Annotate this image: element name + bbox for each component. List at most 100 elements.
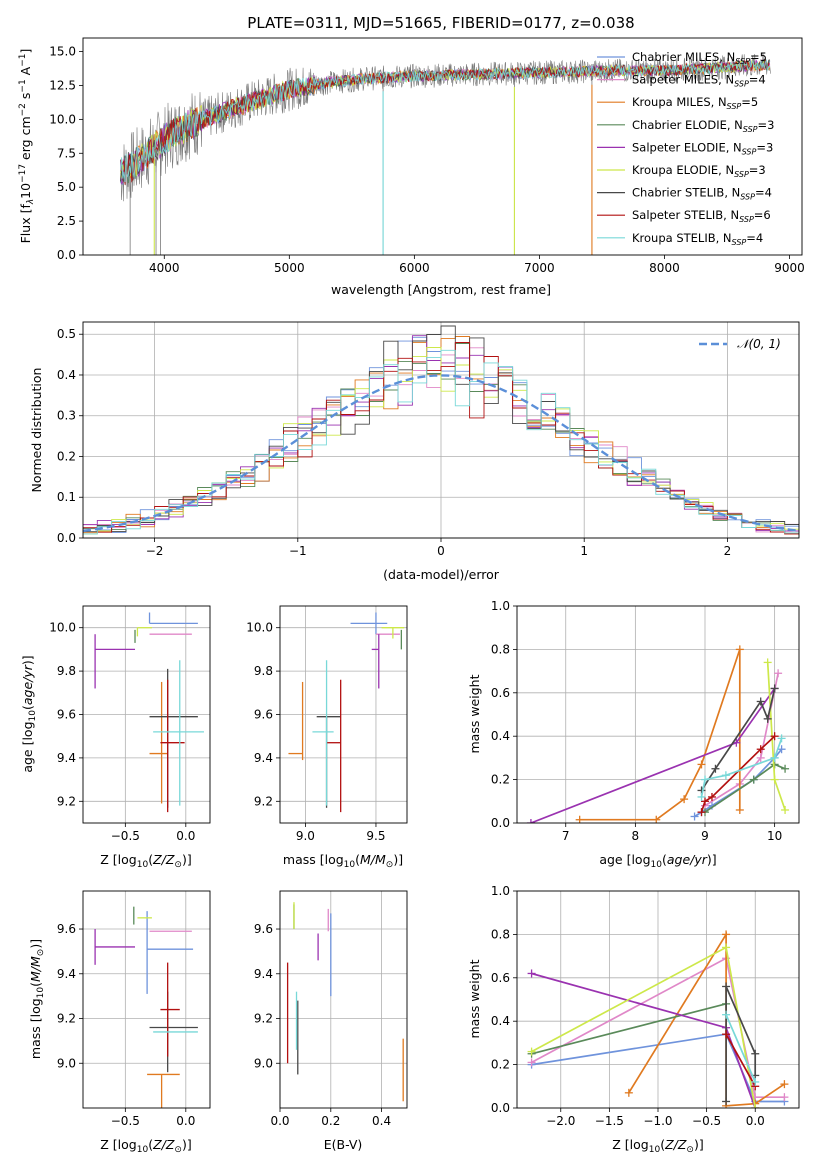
y-tick-label: 0.0 xyxy=(57,248,76,262)
label-part: ⊙ xyxy=(174,1145,182,1155)
axes-frame xyxy=(82,890,211,1109)
weight-line xyxy=(531,1002,727,1055)
label-part: )] xyxy=(393,852,403,867)
label-part: Kroupa MILES, N xyxy=(632,95,727,109)
weight-series-kroupa-stelib xyxy=(722,1010,760,1086)
weight-line xyxy=(725,986,757,1102)
legend-label-normal: 𝒩(0, 1) xyxy=(737,337,781,351)
y-tick-label: 1.0 xyxy=(491,599,510,613)
plot-area xyxy=(83,325,799,538)
errorbar-salpeter-stelib xyxy=(160,962,180,1057)
x-axis-label: Z [log10(Z/Z⊙)] xyxy=(100,852,191,870)
legend-label-salpeter-stelib: Salpeter STELIB, NSSP=6 xyxy=(632,208,771,224)
label-part: A xyxy=(18,66,33,79)
label-part: 10 xyxy=(36,987,46,999)
weight-vs-metallicity-plot: −2.0 −1.5 −1.0 −0.5 0.0 0.0 0.2 0.4 0.6 0.8 1.0 Z [… xyxy=(467,884,800,1155)
label-part: Z/Z xyxy=(664,1137,687,1152)
label-part: 10 xyxy=(651,860,663,870)
y-tick-label: 0.0 xyxy=(491,1101,510,1115)
y-tick-label: 9.2 xyxy=(254,794,273,808)
label-part: =4 xyxy=(755,186,772,200)
weight-line xyxy=(725,1033,756,1087)
y-tick-label: 12.5 xyxy=(49,78,76,92)
label-part: Flux [f xyxy=(18,204,33,244)
y-tick-label: 9.0 xyxy=(254,1056,273,1070)
model-spectrum-kroupa-stelib xyxy=(120,58,770,183)
label-part: 10 xyxy=(28,710,38,722)
label-part: =5 xyxy=(750,50,767,64)
histogram-kroupa-stelib xyxy=(83,349,799,538)
label-part: ( xyxy=(355,852,360,867)
label-part: ( xyxy=(660,1137,665,1152)
label-part: SSP xyxy=(739,215,754,224)
mass-vs-ebv-plot: 0.0 0.2 0.4 9.0 9.2 9.4 9.6 E(B-V) xyxy=(254,890,408,1152)
label-part: Z [log xyxy=(612,1137,648,1152)
errorbar-kroupa-miles xyxy=(147,1073,180,1108)
label-part: Chabrier STELIB, N xyxy=(632,186,740,200)
errorbar-salpeter-elodie xyxy=(371,634,380,689)
x-tick-label: −2.0 xyxy=(546,1114,575,1128)
label-part: )] xyxy=(28,939,43,949)
label-part: =4 xyxy=(749,73,766,87)
x-tick-label: 9.5 xyxy=(366,829,385,843)
figure-title: PLATE=0311, MJD=51665, FIBERID=0177, z=0… xyxy=(247,14,634,32)
label-part: =4 xyxy=(746,231,763,245)
errorbar-kroupa-miles xyxy=(288,681,304,761)
y-tick-label: 0.0 xyxy=(57,531,76,545)
x-tick-label: 0.2 xyxy=(321,1114,340,1128)
errorbar-chabrier-miles xyxy=(146,911,194,994)
y-tick-label: 0.5 xyxy=(57,327,76,341)
legend-label-chabrier-elodie: Chabrier ELODIE, NSSP=3 xyxy=(632,118,774,134)
errorbar-salpeter-elodie xyxy=(94,634,136,689)
y-tick-label: 0.4 xyxy=(491,729,510,743)
label-part: SSP xyxy=(732,238,747,247)
label-part: −1 xyxy=(18,54,28,67)
weight-series-kroupa-miles xyxy=(624,930,789,1108)
label-part: s xyxy=(18,93,33,104)
label-part: =3 xyxy=(756,140,773,154)
errorbar-chabrier-stelib xyxy=(316,716,341,808)
x-axis-label: wavelength [Angstrom, rest frame] xyxy=(331,282,551,297)
label-part: ( xyxy=(662,852,667,867)
x-tick-label: 9 xyxy=(701,829,709,843)
label-part: Z [log xyxy=(100,1137,136,1152)
weight-series-kroupa-elodie xyxy=(527,943,760,1108)
weight-series-salpeter-stelib xyxy=(722,1030,760,1091)
x-axis-label: E(B-V) xyxy=(324,1137,363,1152)
label-part: ( xyxy=(20,705,35,710)
label-part: SSP xyxy=(743,125,758,134)
histogram-salpeter-stelib xyxy=(83,342,799,538)
weight-line xyxy=(530,688,776,823)
axes-frame xyxy=(516,605,800,824)
y-axis-label: mass weight xyxy=(467,674,482,753)
label-part: Kroupa STELIB, N xyxy=(632,231,732,245)
y-axis-label: mass [log10(M/M⊙)] xyxy=(28,939,46,1059)
x-axis-label: (data-model)/error xyxy=(383,567,500,582)
legend-label-salpeter-elodie: Salpeter ELODIE, NSSP=3 xyxy=(632,140,773,156)
x-tick-label: −0.5 xyxy=(692,1114,721,1128)
weight-series-salpeter-stelib xyxy=(697,732,779,817)
label-part: mass [log xyxy=(28,998,43,1059)
age-vs-metallicity-plot: −0.5 0.09.29.49.69.810.0Z [log10(Z/Z⊙)]ag… xyxy=(20,605,211,870)
y-tick-label: 0.8 xyxy=(491,927,510,941)
x-tick-label: 9.0 xyxy=(296,829,315,843)
y-axis-label: Flux [fλ10−17 erg cm−2 s−1 A−1] xyxy=(18,49,36,244)
errorbar-salpeter-elodie xyxy=(94,929,136,965)
y-tick-label: 9.4 xyxy=(57,751,76,765)
y-tick-label: 0.2 xyxy=(491,1058,510,1072)
label-part: Chabrier MILES, N xyxy=(632,50,735,64)
y-tick-label: 15.0 xyxy=(49,45,76,59)
plot-area xyxy=(286,902,404,1102)
y-tick-label: 5.0 xyxy=(57,180,76,194)
y-tick-label: 10.0 xyxy=(49,112,76,126)
y-tick-label: 0.2 xyxy=(57,449,76,463)
weight-line xyxy=(704,673,779,807)
y-tick-label: 9.2 xyxy=(57,794,76,808)
x-tick-label: 0 xyxy=(437,544,445,558)
axes-frame xyxy=(82,37,803,256)
legend-label-kroupa-stelib: Kroupa STELIB, NSSP=4 xyxy=(632,231,763,247)
x-tick-label: 2 xyxy=(724,544,732,558)
legend-label-chabrier-stelib: Chabrier STELIB, NSSP=4 xyxy=(632,186,772,202)
y-tick-label: 0.3 xyxy=(57,409,76,423)
label-part: −2 xyxy=(18,103,28,116)
